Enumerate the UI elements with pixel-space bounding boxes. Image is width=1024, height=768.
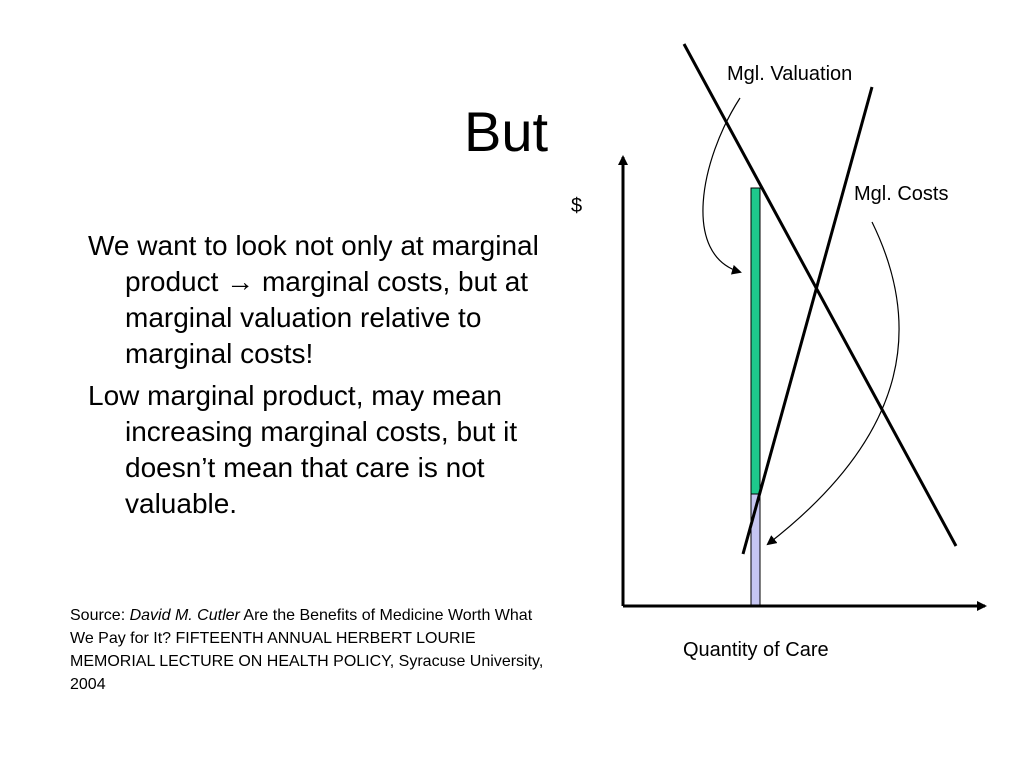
bullet-text: marginal costs, but at marginal valuatio…	[125, 266, 529, 369]
source-author: David M. Cutler	[129, 607, 240, 624]
cost-callout-arrow	[766, 221, 900, 546]
bullet-item: We want to look not only at marginal pro…	[88, 228, 578, 372]
valuation-callout-arrow	[702, 97, 742, 275]
marginal-cost-line	[741, 86, 874, 555]
slide-title: But	[464, 100, 549, 163]
y-axis-label: $	[571, 195, 582, 217]
source-citation: Source: David M. Cutler Are the Benefits…	[70, 604, 550, 696]
bullet-list: We want to look not only at marginal pro…	[88, 228, 578, 528]
valuation-bar	[750, 187, 761, 495]
valuation-label: Mgl. Valuation	[727, 63, 852, 85]
source-prefix: Source:	[70, 607, 130, 624]
right-arrow-icon: →	[226, 266, 255, 297]
costs-label: Mgl. Costs	[854, 183, 948, 205]
bullet-item: Low marginal product, may mean increasin…	[88, 380, 518, 519]
x-axis-label: Quantity of Care	[683, 639, 829, 661]
bullet-text: We want to look not only at marginal pro…	[88, 230, 539, 297]
source-title: Are the Benefits of Medicine Worth What …	[70, 607, 544, 693]
marginal-valuation-line	[682, 43, 958, 547]
